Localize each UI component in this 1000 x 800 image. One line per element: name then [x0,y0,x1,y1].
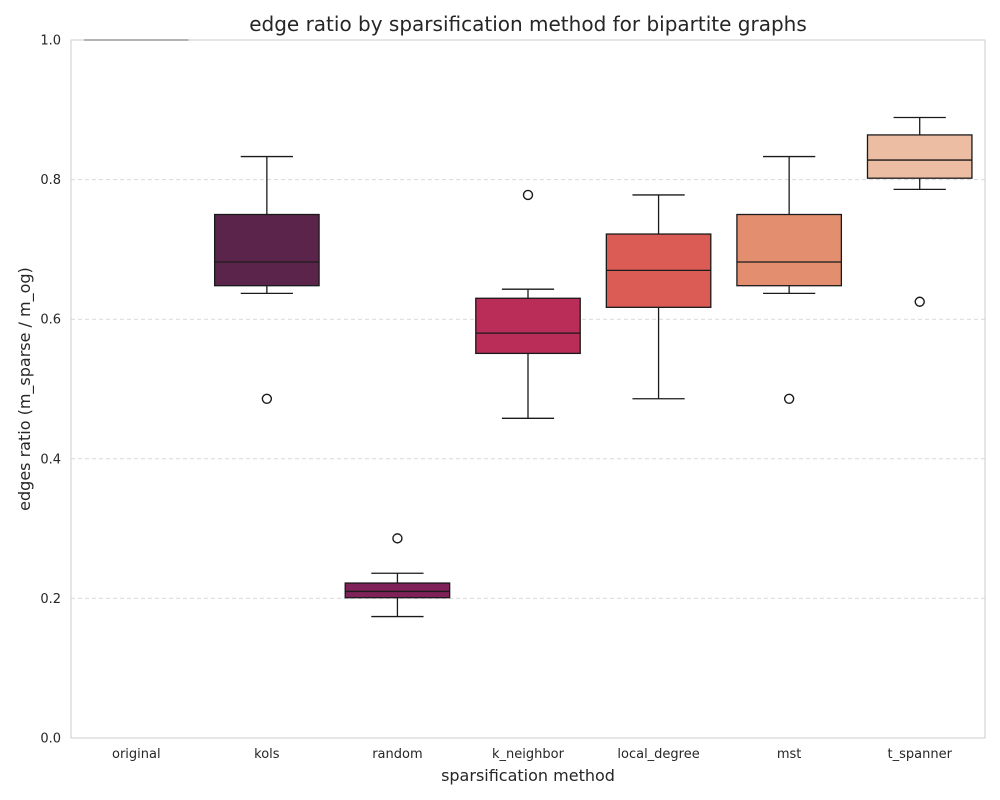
outlier-point [914,296,925,307]
iqr-box [736,213,843,287]
iqr-box [344,582,451,599]
box-t_spanner [866,116,973,307]
x-tick-label: kols [254,747,280,762]
x-tick-label: t_spanner [888,747,953,762]
y-axis-label: edges ratio (m_sparse / m_og) [15,267,35,511]
box-k_neighbor [475,189,581,419]
x-tick-label: k_neighbor [492,747,565,762]
chart-title: edge ratio by sparsification method for … [249,12,807,36]
y-tick-label: 0.2 [40,592,61,607]
y-tick-label: 0.8 [40,173,61,188]
iqr-box [213,213,320,287]
box-local_degree [605,194,712,400]
x-tick-label: random [372,747,422,762]
x-axis-ticks: original kols random k_neighbor local_degree… [112,747,953,762]
outlier-point [783,393,795,404]
iqr-box [866,134,973,179]
x-axis-label: sparsification method [441,766,615,785]
x-tick-label: mst [777,747,802,762]
plot-frame [70,39,986,739]
box-kols [213,155,320,404]
outlier-point [261,393,273,404]
box-mst [736,155,843,404]
y-tick-label: 0.0 [40,732,61,747]
iqr-box [475,297,581,355]
y-tick-label: 1.0 [40,34,61,49]
y-axis-ticks: 0.0 0.2 0.4 0.6 0.8 1.0 [40,34,61,747]
box-random [344,533,451,618]
x-tick-label: original [112,747,161,762]
x-tick-label: local_degree [617,747,699,762]
box-series [84,39,973,618]
y-tick-label: 0.4 [40,452,61,467]
outlier-point [522,189,534,201]
y-tick-label: 0.6 [40,313,61,328]
outlier-point [392,533,403,544]
